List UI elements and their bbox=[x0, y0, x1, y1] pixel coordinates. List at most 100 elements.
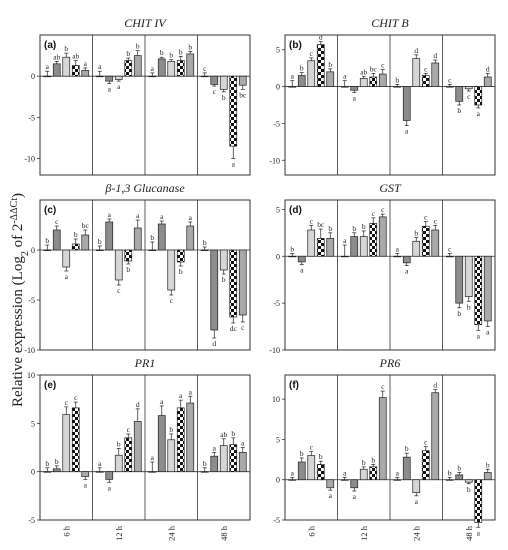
significance-label: d bbox=[486, 64, 490, 73]
x-category-label: 24 h bbox=[411, 525, 421, 541]
bar-treatment-3 bbox=[421, 75, 430, 87]
significance-label: ab bbox=[220, 430, 227, 439]
significance-label: b bbox=[74, 230, 78, 239]
x-category-label: 24 h bbox=[166, 525, 176, 541]
significance-label: b bbox=[328, 60, 332, 69]
significance-label: b bbox=[179, 267, 183, 276]
bar-treatment-3 bbox=[176, 60, 185, 77]
significance-label: b bbox=[98, 237, 102, 246]
bar-treatment-4 bbox=[326, 479, 335, 489]
significance-label: b bbox=[203, 238, 207, 247]
bar-control bbox=[43, 249, 52, 251]
y-tick-label: 5 bbox=[276, 205, 280, 214]
significance-label: c bbox=[170, 296, 174, 305]
significance-label: b bbox=[160, 48, 164, 57]
significance-label: b bbox=[231, 429, 235, 438]
y-tick-label: 5 bbox=[31, 419, 35, 428]
panel-title: CHIT IV bbox=[124, 16, 167, 30]
y-axis-label-main: Relative expression (Log bbox=[10, 256, 26, 407]
y-axis-label-end: ) bbox=[10, 193, 26, 198]
bar-treatment-2 bbox=[359, 468, 368, 481]
bar-control bbox=[200, 249, 209, 251]
significance-label: c bbox=[424, 64, 428, 73]
bar-treatment-2 bbox=[219, 249, 228, 271]
significance-label: a bbox=[65, 272, 69, 281]
bar-treatment-3 bbox=[421, 225, 430, 257]
panel-title: β-1,3 Glucanase bbox=[104, 181, 185, 195]
significance-label: b bbox=[222, 275, 226, 284]
significance-label: b bbox=[117, 439, 121, 448]
bar-treatment-3 bbox=[124, 60, 133, 77]
significance-label: c bbox=[381, 205, 385, 214]
significance-label: a bbox=[108, 483, 112, 492]
bar-control bbox=[148, 249, 157, 251]
bar-treatment-4 bbox=[186, 402, 195, 473]
x-category-label: 48 h bbox=[464, 525, 474, 541]
significance-label: c bbox=[117, 286, 121, 295]
significance-label: b bbox=[45, 236, 49, 245]
significance-label: c bbox=[381, 61, 385, 70]
significance-label: b bbox=[448, 468, 452, 477]
significance-label: b bbox=[300, 64, 304, 73]
significance-label: b bbox=[457, 463, 461, 472]
significance-label: bc bbox=[239, 90, 247, 99]
significance-label: d bbox=[433, 381, 437, 390]
significance-label: a bbox=[84, 480, 88, 489]
bar-treatment-1 bbox=[105, 75, 114, 82]
significance-label: a bbox=[179, 391, 183, 400]
significance-label: d bbox=[212, 339, 216, 348]
bar-treatment-1 bbox=[105, 221, 114, 251]
bar-treatment-2 bbox=[62, 56, 71, 77]
significance-label: a bbox=[343, 72, 347, 81]
significance-label: a bbox=[396, 468, 400, 477]
y-axis-label-sup: -ΔΔCt bbox=[9, 198, 20, 224]
significance-label: b bbox=[362, 458, 366, 467]
bar-treatment-1 bbox=[210, 249, 219, 331]
bar-treatment-1 bbox=[350, 236, 359, 257]
bar-treatment-2 bbox=[307, 229, 316, 257]
significance-label: c bbox=[448, 75, 452, 84]
bar-treatment-4 bbox=[326, 238, 335, 257]
bar-control bbox=[95, 249, 104, 251]
bar-treatment-2 bbox=[359, 78, 368, 87]
significance-label: b bbox=[55, 457, 59, 466]
panel-label: (a) bbox=[44, 40, 56, 51]
bar-treatment-2 bbox=[114, 249, 123, 281]
significance-label: b bbox=[457, 309, 461, 318]
x-category-label: 6 h bbox=[61, 525, 71, 536]
bar-treatment-4 bbox=[238, 75, 247, 86]
significance-label: a bbox=[189, 387, 193, 396]
bar-treatment-4 bbox=[133, 421, 142, 473]
significance-label: a bbox=[151, 453, 155, 462]
bar-treatment-4 bbox=[133, 55, 142, 77]
significance-label: a bbox=[405, 127, 409, 136]
significance-label: c bbox=[424, 438, 428, 447]
significance-label: a bbox=[151, 64, 155, 73]
y-tick-label: 10 bbox=[27, 371, 35, 380]
bar-control bbox=[393, 86, 402, 88]
significance-label: a bbox=[241, 439, 245, 448]
bar-treatment-1 bbox=[210, 455, 219, 473]
significance-label: b bbox=[414, 229, 418, 238]
significance-label: ab bbox=[360, 67, 367, 76]
bar-treatment-4 bbox=[326, 71, 335, 87]
significance-label: b bbox=[328, 224, 332, 233]
bar-treatment-2 bbox=[412, 479, 421, 493]
significance-label: a bbox=[98, 62, 102, 71]
significance-label: a bbox=[396, 244, 400, 253]
bar-treatment-3 bbox=[421, 450, 430, 481]
bar-treatment-2 bbox=[114, 75, 123, 80]
significance-label: a bbox=[160, 212, 164, 221]
significance-label: a bbox=[213, 443, 217, 452]
panel-label: (e) bbox=[44, 380, 56, 391]
significance-label: a bbox=[98, 459, 102, 468]
significance-label: b bbox=[169, 425, 173, 434]
significance-label: b bbox=[222, 93, 226, 102]
bar-treatment-2 bbox=[219, 75, 228, 90]
bar-treatment-3 bbox=[71, 243, 80, 251]
bar-control bbox=[95, 75, 104, 78]
significance-label: b bbox=[150, 233, 154, 242]
